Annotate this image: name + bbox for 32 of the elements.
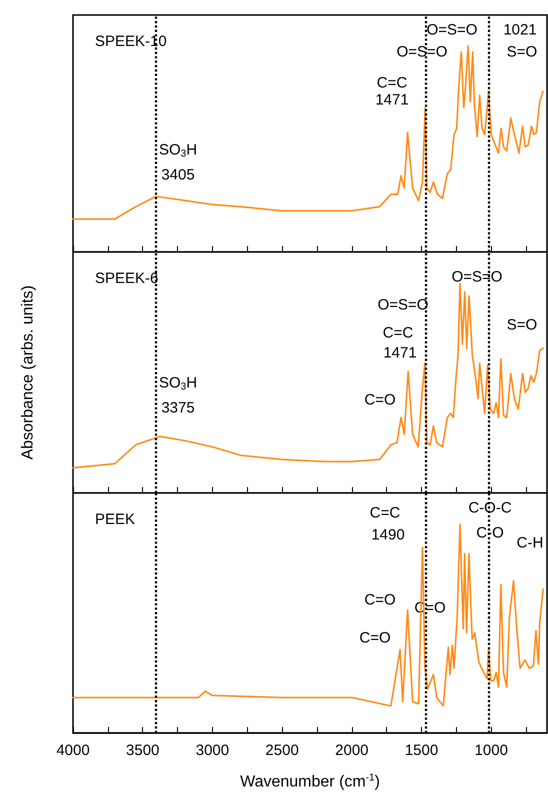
x-tick-label: 3500 <box>126 742 160 759</box>
x-tick-label: 3000 <box>196 742 230 759</box>
annotation: 1471 <box>383 344 417 362</box>
annotation: O=S=O <box>378 296 428 314</box>
annotation: O=S=O <box>452 268 502 286</box>
chart-title: SPEEK-10 <box>95 33 167 50</box>
text: O=S=O <box>426 22 478 38</box>
annotation: 1490 <box>371 526 405 544</box>
annotation: 3375 <box>161 400 195 416</box>
annotation: C=O <box>364 392 396 408</box>
x-tick-label: 1500 <box>404 742 438 759</box>
text: C-O-C <box>468 500 512 516</box>
text: 1021 <box>503 22 537 38</box>
annotation: 3405 <box>161 166 195 184</box>
y-axis-title: Absorbance (arbs. units) <box>20 285 36 460</box>
annotation: S=O <box>506 44 538 60</box>
annotation: 1471 <box>375 92 409 108</box>
x-tick-label: 2000 <box>335 742 369 759</box>
annotation: S=O <box>506 316 538 334</box>
annotation: C=O <box>359 630 391 646</box>
x-tick-label: 1000 <box>474 742 508 759</box>
annotation: C-H <box>516 534 544 552</box>
x-tick-label: 4000 <box>56 742 90 759</box>
chart-title: PEEK <box>95 511 136 528</box>
x-tick-label: 2500 <box>265 742 299 759</box>
chart-title: SPEEK-6 <box>95 270 158 287</box>
text: C=C <box>370 504 400 522</box>
annotation: C=C <box>382 324 414 342</box>
annotation: O=S=O <box>396 44 448 60</box>
annotation: C=C <box>376 74 408 92</box>
annotation: C-O <box>476 524 504 542</box>
annotation: C=O <box>364 592 396 608</box>
